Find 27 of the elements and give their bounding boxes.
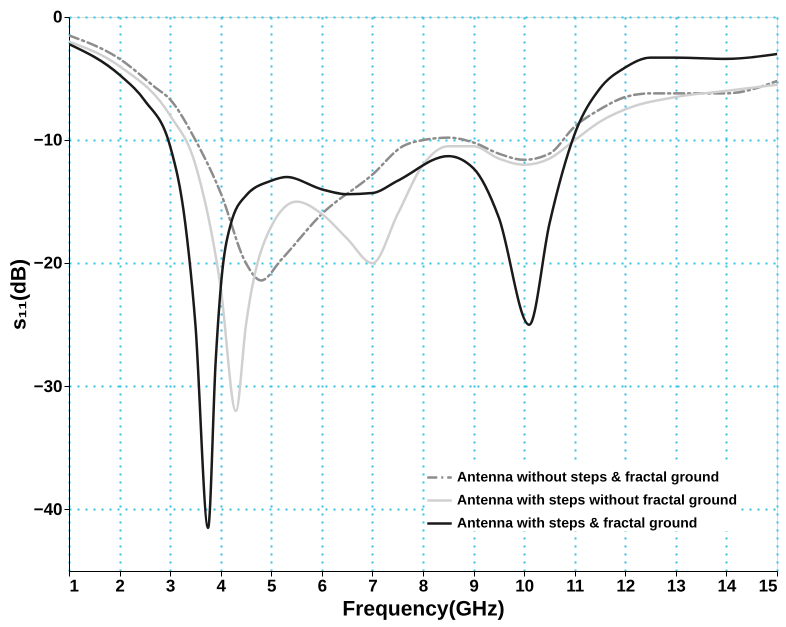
x-tick-label: 10 [515, 576, 534, 596]
x-tick-label: 14 [717, 576, 737, 596]
legend-label: Antenna with steps without fractal ground [457, 492, 737, 508]
y-tick-label: 0 [53, 8, 62, 26]
y-tick-label: −30 [34, 376, 62, 396]
y-tick-label: −10 [34, 130, 62, 150]
y-axis-title: s₁₁(dB) [8, 258, 31, 330]
x-tick-label: 7 [368, 576, 378, 596]
x-tick-label: 4 [216, 576, 226, 596]
x-axis-title: Frequency(GHz) [342, 598, 505, 620]
x-tick-label: 11 [566, 576, 584, 596]
y-tick-label: −40 [34, 500, 62, 519]
line-series [69, 40, 777, 412]
x-tick-label: 5 [267, 576, 277, 596]
legend-label: Antenna with steps & fractal ground [457, 514, 698, 530]
x-tick-label: 8 [418, 576, 428, 596]
line-series [69, 34, 777, 282]
x-tick-label: 6 [318, 576, 328, 596]
x-tick-label: 15 [758, 576, 778, 596]
x-tick-label: 9 [469, 576, 479, 596]
legend-label: Antenna without steps & fractal ground [457, 468, 720, 484]
x-tick-label: 3 [166, 576, 176, 596]
x-tick-label: 13 [666, 576, 686, 596]
x-tick-label: 2 [115, 576, 125, 596]
y-tick-label: −20 [34, 254, 62, 273]
x-tick-label: 12 [616, 576, 636, 596]
x-tick-label: 1 [70, 576, 79, 596]
